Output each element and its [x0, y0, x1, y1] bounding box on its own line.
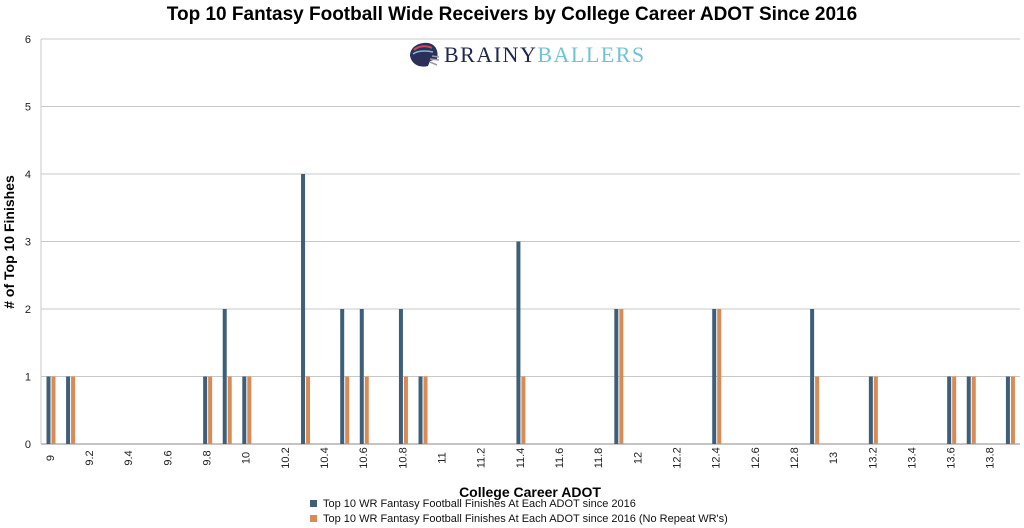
x-tick-label: 9.8 [202, 450, 214, 465]
x-tick-label: 9.4 [123, 450, 135, 465]
x-tick-label: 12 [632, 452, 644, 464]
bar-series-2 [71, 376, 76, 444]
bar-series-1 [222, 309, 227, 444]
x-tick-label: 12.6 [750, 447, 762, 468]
bar-series-2 [873, 376, 878, 444]
bar-series-2 [971, 376, 976, 444]
bar-series-2 [403, 376, 408, 444]
bar-series-1 [301, 174, 306, 444]
x-tick-label: 12.4 [711, 447, 723, 468]
bar-series-2 [306, 376, 311, 444]
x-tick-label: 9.6 [162, 450, 174, 465]
bar-series-2 [51, 376, 56, 444]
bar-series-1 [712, 309, 717, 444]
y-tick-label: 5 [25, 102, 31, 114]
bar-series-1 [966, 376, 971, 444]
y-tick-label: 4 [25, 169, 31, 181]
x-tick-label: 10.6 [358, 447, 370, 468]
x-tick-label: 10.2 [280, 447, 292, 468]
bar-series-2 [619, 309, 624, 444]
legend-item-series-1: Top 10 WR Fantasy Football Finishes At E… [310, 496, 728, 511]
logo-text: BRAINYBALLERS [444, 42, 646, 68]
y-tick-label: 6 [25, 34, 31, 46]
bar-series-1 [810, 309, 815, 444]
x-tick-label: 13.4 [906, 447, 918, 468]
x-tick-label: 9 [45, 455, 57, 461]
x-tick-label: 12.8 [789, 447, 801, 468]
x-tick-label: 10.8 [397, 447, 409, 468]
y-tick-label: 0 [25, 439, 31, 451]
x-tick-label: 11.2 [476, 448, 488, 469]
bar-series-1 [947, 376, 952, 444]
bar-series-2 [208, 376, 213, 444]
legend-swatch-series-2 [310, 515, 317, 522]
legend-item-series-2: Top 10 WR Fantasy Football Finishes At E… [310, 511, 728, 526]
bar-series-2 [345, 376, 350, 444]
brainy-ballers-logo: BRAINYBALLERS [406, 40, 646, 70]
bar-series-1 [66, 376, 71, 444]
bar-series-2 [717, 309, 722, 444]
chart-legend: Top 10 WR Fantasy Football Finishes At E… [310, 496, 728, 526]
bar-series-1 [242, 376, 247, 444]
bar-series-2 [423, 376, 428, 444]
y-tick-label: 3 [25, 237, 31, 249]
chart-title: Top 10 Fantasy Football Wide Receivers b… [166, 4, 858, 25]
x-axis-title: College Career ADOT [459, 484, 601, 500]
football-helmet-icon [410, 42, 440, 67]
bar-series-1 [398, 309, 403, 444]
bar-series-2 [247, 376, 252, 444]
x-tick-label: 11.8 [593, 448, 605, 469]
x-tick-label: 13 [828, 452, 840, 464]
y-axis-title: # of Top 10 Finishes [1, 175, 17, 309]
x-tick-label: 10 [241, 452, 253, 464]
x-tick-label: 11.4 [515, 448, 527, 469]
legend-label-series-2: Top 10 WR Fantasy Football Finishes At E… [323, 512, 728, 525]
bar-series-1 [868, 376, 873, 444]
bar-series-2 [815, 376, 820, 444]
bar-series-2 [952, 376, 957, 444]
bar-series-2 [1010, 376, 1015, 444]
bar-series-1 [46, 376, 51, 444]
bar-series-1 [614, 309, 619, 444]
y-tick-label: 2 [25, 304, 31, 316]
bar-series-2 [364, 376, 369, 444]
bar-series-1 [359, 309, 364, 444]
x-tick-label: 11 [437, 452, 449, 463]
x-tick-label: 10.4 [319, 447, 331, 468]
y-tick-label: 1 [25, 372, 31, 384]
logo-brainy: BRAINY [444, 42, 538, 67]
x-tick-label: 13.8 [985, 447, 997, 468]
logo-ballers: BALLERS [537, 42, 646, 67]
x-tick-label: 9.2 [84, 450, 96, 465]
bar-series-1 [340, 309, 345, 444]
bar-series-2 [521, 376, 526, 444]
bar-series-1 [516, 241, 521, 444]
x-tick-label: 11.6 [554, 448, 566, 469]
bar-series-2 [227, 376, 232, 444]
bar-series-1 [203, 376, 208, 444]
x-tick-label: 12.2 [671, 447, 683, 468]
x-tick-label: 13.6 [946, 447, 958, 468]
x-tick-label: 13.2 [867, 447, 879, 468]
bar-series-1 [418, 376, 423, 444]
legend-swatch-series-1 [310, 500, 317, 507]
legend-label-series-1: Top 10 WR Fantasy Football Finishes At E… [323, 497, 636, 510]
bar-series-1 [1005, 376, 1010, 444]
